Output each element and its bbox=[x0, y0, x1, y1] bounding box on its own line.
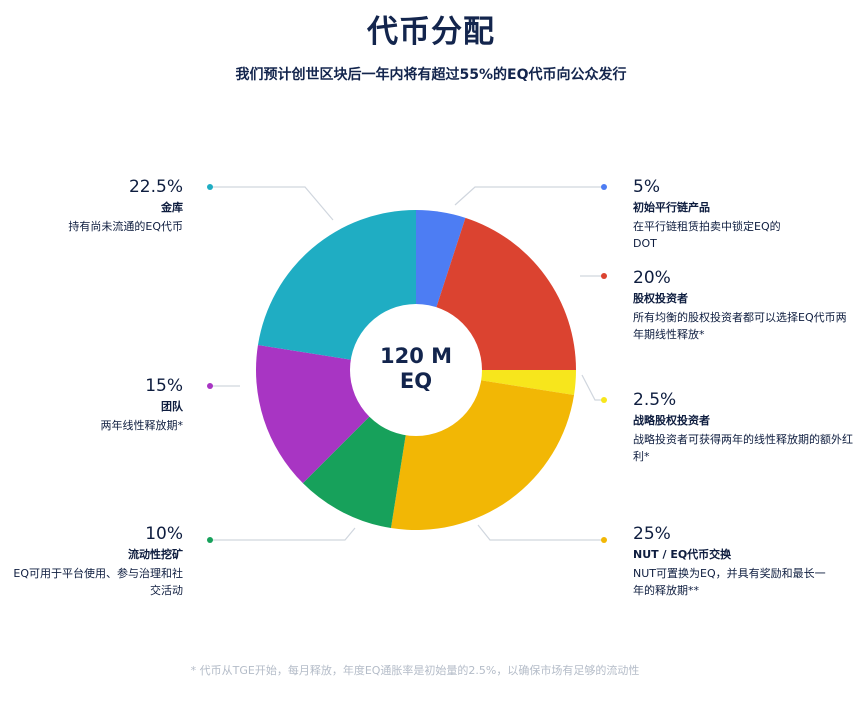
legend-dot-strategic bbox=[601, 397, 607, 403]
allocation-name: 团队 bbox=[161, 400, 183, 413]
chart-title: 代币分配 bbox=[367, 14, 495, 50]
chart-subtitle: 我们预计创世区块后一年内将有超过55%的EQ代币向公众发行 bbox=[235, 67, 627, 83]
legend-dot-treasury bbox=[207, 184, 213, 190]
allocation-parachain: 5% 初始平行链产品 在平行链租赁拍卖中锁定EQ的DOT bbox=[633, 177, 783, 252]
allocation-name: 初始平行链产品 bbox=[633, 201, 710, 214]
allocation-percent: 5% bbox=[633, 177, 660, 197]
center-label: 120 M EQ bbox=[366, 344, 466, 394]
allocation-desc: 在平行链租赁拍卖中锁定EQ的DOT bbox=[633, 220, 781, 250]
center-label-amount: 120 M bbox=[379, 344, 453, 368]
legend-dot-nut bbox=[601, 537, 607, 543]
center-label-unit: EQ bbox=[399, 369, 433, 393]
legend-dot-parachain bbox=[601, 184, 607, 190]
allocation-desc: 所有均衡的股权投资者都可以选择EQ代币两年期线性释放* bbox=[633, 311, 847, 341]
connector-line-strategic bbox=[581, 374, 604, 401]
allocation-name: NUT / EQ代币交换 bbox=[633, 548, 732, 561]
allocation-equity: 20% 股权投资者 所有均衡的股权投资者都可以选择EQ代币两年期线性释放* bbox=[633, 268, 848, 343]
legend-dot-team bbox=[207, 383, 213, 389]
connector-line-liquidity bbox=[210, 527, 356, 541]
allocation-strategic: 2.5% 战略股权投资者 战略投资者可获得两年的线性释放期的额外红利* bbox=[633, 390, 855, 465]
allocation-desc: 战略投资者可获得两年的线性释放期的额外红利* bbox=[633, 433, 853, 463]
allocation-treasury: 22.5% 金库 持有尚未流通的EQ代币 bbox=[0, 177, 183, 235]
allocation-name: 流动性挖矿 bbox=[128, 548, 183, 561]
allocation-percent: 20% bbox=[633, 268, 671, 288]
allocation-percent: 2.5% bbox=[633, 390, 677, 410]
allocation-desc: 持有尚未流通的EQ代币 bbox=[68, 220, 183, 233]
legend-dot-equity bbox=[601, 273, 607, 279]
allocation-desc: NUT可置换为EQ，并具有奖励和最长一年的释放期** bbox=[633, 567, 826, 597]
allocation-percent: 22.5% bbox=[128, 177, 183, 197]
allocation-team: 15% 团队 两年线性释放期* bbox=[0, 376, 184, 434]
allocation-desc: 两年线性释放期* bbox=[100, 419, 184, 432]
allocation-liquidity: 10% 流动性挖矿 EQ可用于平台使用、参与治理和社交活动 bbox=[0, 524, 183, 599]
allocation-percent: 10% bbox=[145, 524, 183, 544]
allocation-percent: 15% bbox=[145, 376, 183, 396]
legend-dot-liquidity bbox=[207, 537, 213, 543]
connector-lines bbox=[207, 184, 607, 543]
allocation-percent: 25% bbox=[633, 524, 671, 544]
allocation-name: 股权投资者 bbox=[633, 292, 688, 305]
allocation-nut: 25% NUT / EQ代币交换 NUT可置换为EQ，并具有奖励和最长一年的释放… bbox=[633, 524, 828, 599]
connector-line-treasury bbox=[210, 186, 334, 221]
connector-line-nut bbox=[477, 524, 604, 541]
donut-hole bbox=[350, 304, 482, 436]
allocation-name: 金库 bbox=[161, 201, 183, 214]
allocation-desc: EQ可用于平台使用、参与治理和社交活动 bbox=[13, 567, 183, 597]
allocation-name: 战略股权投资者 bbox=[633, 414, 710, 427]
footnote: * 代币从TGE开始，每月释放，年度EQ通胀率是初始量的2.5%，以确保市场有足… bbox=[190, 664, 640, 677]
connector-line-parachain bbox=[454, 186, 604, 206]
